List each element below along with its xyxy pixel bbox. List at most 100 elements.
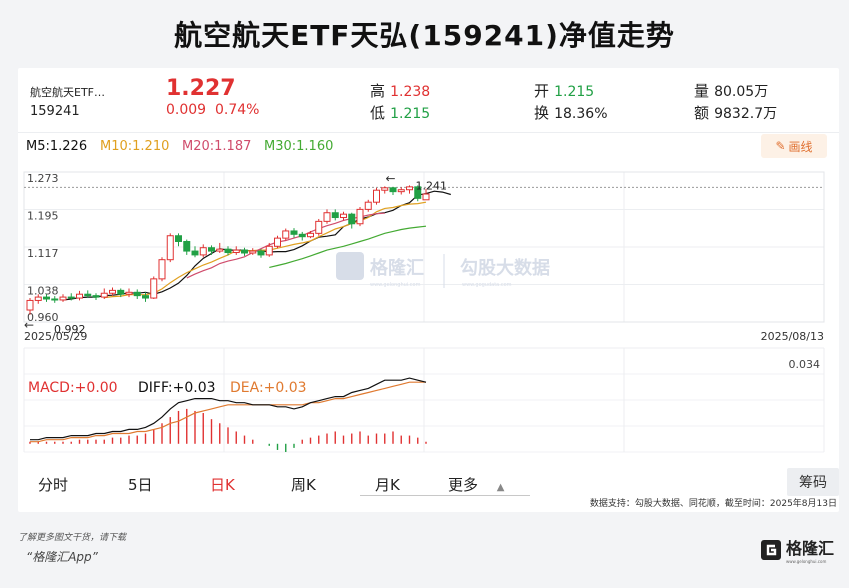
candle-body [109, 289, 116, 294]
candle-body [100, 292, 108, 298]
turnover-stat: 换 18.36% [534, 102, 608, 123]
kline-y-tick-label: 1.117 [27, 247, 59, 260]
watermark-right: 勾股大数据 [460, 257, 550, 279]
footer-logo[interactable]: 格隆汇 www.gelonghui.com [760, 535, 834, 564]
candle-body [290, 230, 298, 235]
diff-value: DIFF:+0.03 [138, 380, 216, 396]
tab-more-label: 更多 [448, 476, 479, 494]
candle-body [274, 237, 281, 247]
kline-chart[interactable]: 格隆汇 www.gelonghui.com 勾股大数据 www.gogudata.co… [18, 162, 839, 466]
draw-line-button[interactable]: ✎ 画线 [761, 134, 827, 158]
kline-y-tick-label: 1.273 [27, 172, 59, 185]
candle-body [117, 289, 125, 295]
tab-monthly-k[interactable]: 月K [375, 476, 400, 494]
low-stat: 低 1.215 [370, 102, 430, 123]
candle-body [150, 278, 158, 299]
candle-body [76, 293, 83, 299]
low-value: 1.215 [390, 106, 431, 122]
app-name-hint: “格隆汇App” [26, 550, 98, 564]
open-stat: 开 1.215 [534, 80, 594, 101]
footer-logo-url: www.gelonghui.com [786, 559, 827, 564]
date-end-label: 2025/08/13 [761, 330, 824, 343]
candle-body [265, 245, 273, 256]
security-code: 159241 [30, 104, 80, 119]
watermark-brand-url: www.gelonghui.com [370, 282, 421, 288]
tab-more[interactable]: 更多 ▲ [448, 474, 505, 495]
watermark-right-url: www.gogudata.com [462, 282, 512, 288]
candle-body [142, 295, 149, 299]
candle-body [364, 201, 372, 210]
security-name: 航空航天ETF… [30, 86, 105, 99]
candle-body [208, 247, 215, 252]
volume-label: 量 [694, 82, 710, 100]
candle-body [323, 212, 331, 222]
watermark-brand: 格隆汇 [370, 257, 424, 279]
high-value: 1.238 [390, 84, 431, 100]
candle-body [414, 186, 422, 199]
candle-body [133, 291, 141, 297]
date-start-label: 2025/05/29 [24, 330, 87, 343]
macd-y-max-label: 0.034 [789, 358, 821, 371]
candle-body [191, 250, 199, 256]
candle-body [183, 240, 191, 252]
candle-body [84, 293, 92, 297]
candle-body [397, 189, 405, 193]
period-tabs: 分时 5日 日K 周K 月K 更多 ▲ [18, 468, 839, 504]
candle-body [59, 296, 67, 301]
data-source-text: 数据支持：勾股大数据、同花顺，截至时间：2025年8月13日 [589, 499, 837, 509]
watermark-logo-icon [336, 252, 364, 280]
candle-body [315, 220, 323, 234]
candle-body [249, 250, 257, 254]
candle-body [34, 296, 42, 301]
footer-logo-text: 格隆汇 [786, 539, 835, 558]
candle-body [125, 291, 133, 295]
change-value: 0.009 [166, 102, 207, 118]
tab-intraday[interactable]: 分时 [38, 476, 69, 494]
candle-body [298, 233, 306, 238]
download-hint: 了解更多图文干货，请下载 [18, 533, 127, 543]
divider [18, 132, 839, 133]
tab-5day[interactable]: 5日 [128, 476, 153, 494]
open-value: 1.215 [554, 84, 595, 100]
dea-line [30, 381, 426, 443]
diff-line [30, 377, 427, 441]
kline-svg: 格隆汇 www.gelonghui.com 勾股大数据 www.gogudata.co… [23, 171, 825, 453]
high-stat: 高 1.238 [370, 80, 430, 101]
candle-body [241, 249, 248, 254]
candle-body [373, 189, 380, 203]
ma5-label: M5:1.226 [26, 139, 88, 154]
candle-body [257, 250, 265, 256]
candle-body [389, 187, 397, 193]
amount-stat: 额 9832.7万 [694, 102, 777, 123]
volume-value: 80.05万 [714, 84, 769, 100]
candle-body [422, 193, 430, 201]
candle-body [92, 295, 100, 298]
ma10-label: M10:1.210 [100, 139, 170, 154]
candle-body [232, 249, 240, 254]
candle-body [43, 296, 50, 300]
volume-stat: 量 80.05万 [694, 80, 768, 101]
caret-up-icon: ▲ [496, 482, 505, 493]
candle-body [282, 230, 290, 239]
low-arrow-icon: ← [24, 318, 34, 332]
candle-body [307, 232, 314, 238]
tab-selector-underline [360, 495, 530, 496]
low-annotation: 0.992 [54, 323, 86, 336]
candle-body [216, 248, 224, 252]
draw-line-label: 画线 [788, 139, 813, 154]
ma30-label: M30:1.160 [264, 139, 334, 154]
candle-body [158, 259, 166, 280]
candle-body [224, 248, 232, 254]
candle-body [26, 299, 34, 311]
tab-weekly-k[interactable]: 周K [291, 476, 316, 494]
chips-button[interactable]: 筹码 [787, 468, 839, 496]
candle-body [175, 235, 182, 242]
ma-line-m30 [269, 225, 427, 268]
kline-y-tick-label: 1.195 [27, 210, 59, 223]
candle-body [381, 187, 389, 191]
pencil-icon: ✎ [775, 139, 786, 153]
last-price: 1.227 [166, 76, 236, 101]
high-annotation: 1.241 [416, 179, 448, 192]
tab-daily-k[interactable]: 日K [210, 476, 235, 494]
turnover-label: 换 [534, 104, 550, 122]
